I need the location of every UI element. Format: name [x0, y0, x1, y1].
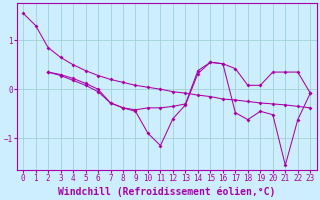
X-axis label: Windchill (Refroidissement éolien,°C): Windchill (Refroidissement éolien,°C) [58, 186, 276, 197]
